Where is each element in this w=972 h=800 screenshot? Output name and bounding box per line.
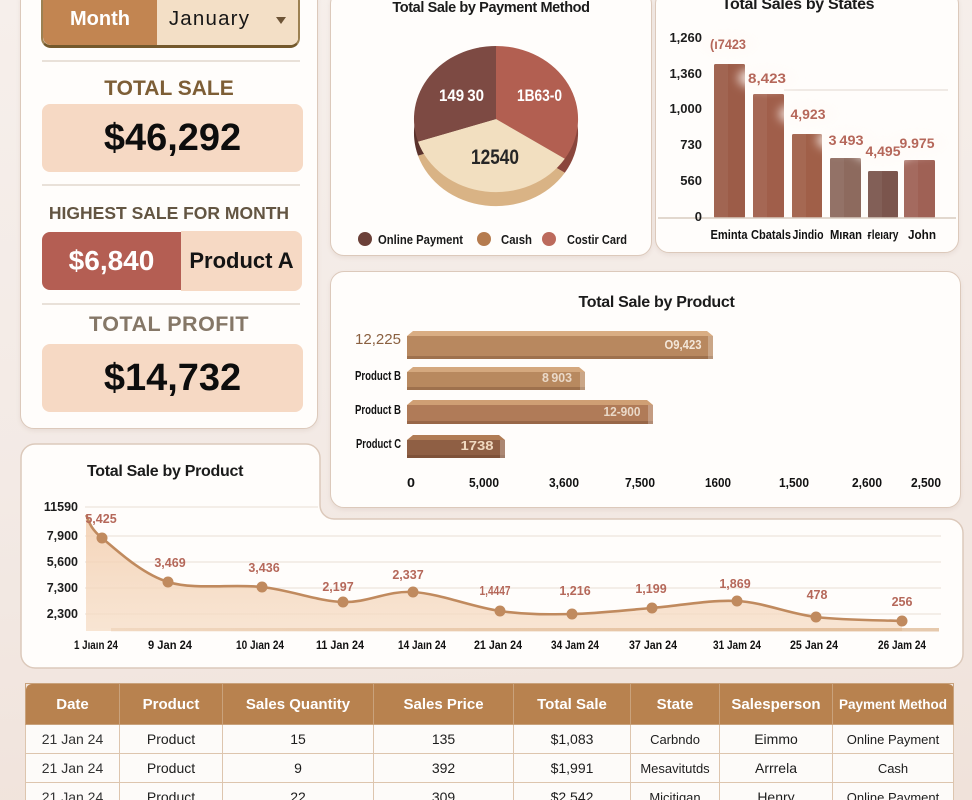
svg-text:1,500: 1,500 [779, 476, 809, 490]
svg-text:5,600: 5,600 [47, 555, 78, 569]
svg-text:Caısh: Caısh [501, 232, 532, 247]
svg-text:7,500: 7,500 [625, 476, 655, 490]
svg-text:7,900: 7,900 [47, 529, 78, 543]
svg-text:11590: 11590 [44, 500, 78, 514]
svg-text:ғleıary: ғleıary [868, 228, 899, 242]
svg-text:1,360: 1,360 [669, 66, 702, 81]
svg-text:14 Jaın 24: 14 Jaın 24 [398, 640, 447, 652]
svg-text:1600: 1600 [705, 476, 731, 490]
svg-text:Costir Card: Costir Card [567, 232, 627, 247]
svg-text:10 Jıan 24: 10 Jıan 24 [236, 640, 285, 652]
svg-text:5,425: 5,425 [85, 512, 116, 526]
svg-text:37 Jan 24: 37 Jan 24 [629, 640, 678, 652]
svg-text:1738: 1738 [461, 438, 494, 453]
svg-text:0: 0 [407, 476, 415, 490]
svg-text:8,423: 8,423 [748, 70, 786, 86]
svg-text:34 Jam 24: 34 Jam 24 [551, 640, 600, 652]
svg-text:Product B: Product B [355, 369, 401, 383]
svg-text:3 493: 3 493 [829, 132, 864, 148]
svg-text:(ı7423: (ı7423 [710, 36, 746, 52]
svg-text:Ο9,423: Ο9,423 [665, 337, 702, 352]
svg-text:12,225: 12,225 [355, 331, 401, 348]
svg-text:12-900: 12-900 [604, 404, 641, 419]
svg-text:2,337: 2,337 [392, 568, 423, 582]
svg-text:25 Jan 24: 25 Jan 24 [790, 640, 839, 652]
svg-text:1,000: 1,000 [669, 101, 702, 116]
svg-text:9 Jan 24: 9 Jan 24 [148, 640, 193, 652]
svg-text:1B63-0: 1B63-0 [517, 87, 562, 105]
svg-text:Product B: Product B [355, 403, 401, 417]
svg-text:John: John [908, 228, 936, 242]
svg-text:3,436: 3,436 [248, 561, 279, 575]
svg-text:1,869: 1,869 [719, 577, 750, 591]
svg-text:9.975: 9.975 [900, 135, 935, 151]
svg-text:256: 256 [892, 595, 913, 609]
svg-text:Product C: Product C [356, 437, 401, 451]
svg-text:5,000: 5,000 [469, 476, 499, 490]
svg-text:Jindio: Jindio [793, 228, 824, 242]
svg-text:1,199: 1,199 [635, 582, 666, 596]
svg-text:Cbatals: Cbatals [751, 228, 791, 242]
svg-text:1,260: 1,260 [669, 30, 702, 45]
svg-text:3,600: 3,600 [549, 476, 579, 490]
svg-text:3,469: 3,469 [154, 556, 185, 570]
svg-text:7,300: 7,300 [47, 581, 78, 595]
svg-text:2,500: 2,500 [911, 476, 941, 490]
svg-text:1 Jıaın 24: 1 Jıaın 24 [74, 640, 119, 652]
svg-text:Online Payment: Online Payment [378, 232, 464, 247]
svg-text:149 30: 149 30 [439, 87, 484, 105]
svg-text:4,495: 4,495 [866, 143, 901, 159]
svg-text:1,216: 1,216 [559, 584, 590, 598]
svg-text:2,197: 2,197 [322, 580, 353, 594]
svg-text:4,923: 4,923 [791, 106, 826, 122]
svg-text:0: 0 [695, 209, 702, 224]
svg-text:730: 730 [680, 137, 702, 152]
svg-text:Eminta: Eminta [711, 228, 749, 242]
svg-text:31 Jam 24: 31 Jam 24 [713, 640, 762, 652]
svg-text:1,4447: 1,4447 [480, 584, 511, 598]
svg-text:8 903: 8 903 [542, 370, 572, 385]
svg-text:Mıʀan: Mıʀan [830, 228, 862, 242]
svg-text:2,600: 2,600 [852, 476, 882, 490]
svg-text:21 Jan 24: 21 Jan 24 [474, 640, 523, 652]
svg-text:560: 560 [680, 173, 702, 188]
svg-text:26 Jam 24: 26 Jam 24 [878, 640, 927, 652]
svg-text:478: 478 [807, 588, 828, 602]
svg-text:12540: 12540 [471, 146, 519, 169]
svg-text:11 Jan 24: 11 Jan 24 [316, 640, 365, 652]
svg-text:2,300: 2,300 [47, 607, 78, 621]
